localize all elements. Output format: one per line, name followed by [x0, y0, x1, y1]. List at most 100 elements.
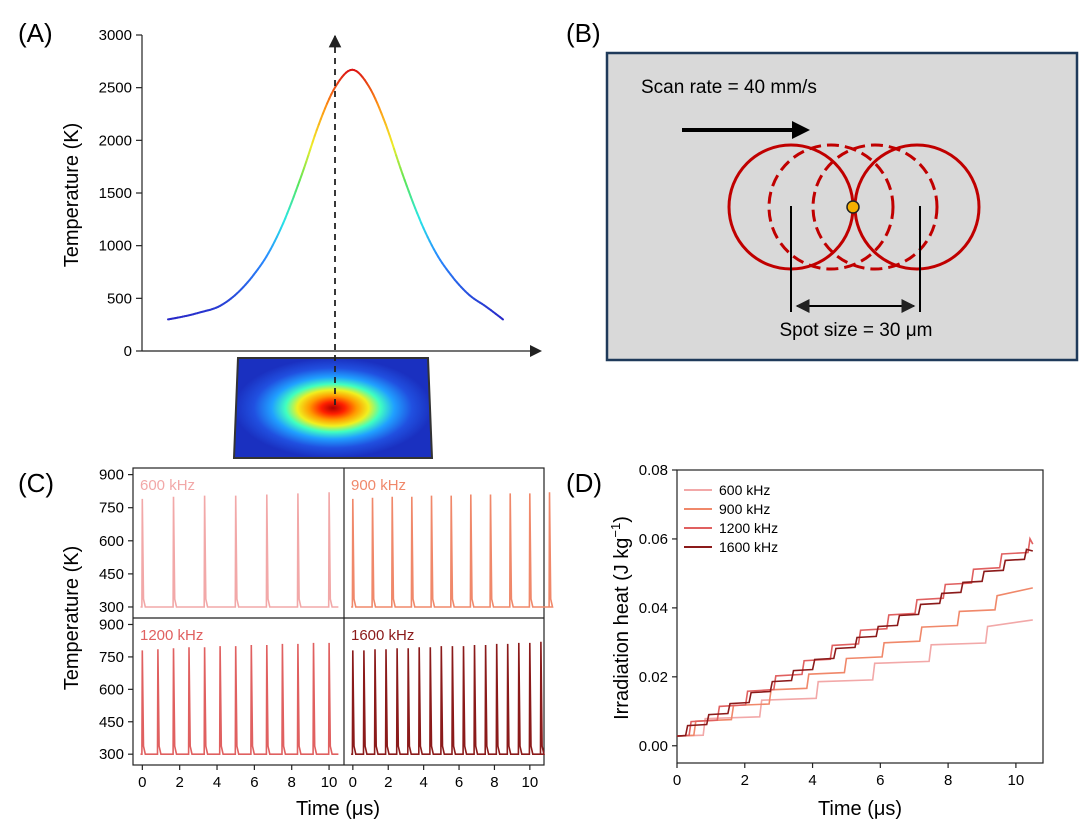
- panel-a-curve-segment: [397, 160, 402, 169]
- panel-c-y-tick-label: 750: [99, 649, 124, 666]
- panel-a-curve-segment: [307, 147, 312, 157]
- panel-a-curve-segment: [399, 167, 404, 175]
- panel-d-y-axis-label-main: Irradiation heat (J kg: [611, 538, 633, 720]
- panel-c-y-tick-label: 300: [99, 746, 124, 763]
- panel-d-label: (D): [566, 468, 602, 498]
- panel-c-series-label-1600: 1600 kHz: [351, 627, 414, 644]
- panel-c-series-line-900: [351, 492, 554, 608]
- panel-d-chart: 0 2 4 6 8 10 0.00 0.02 0.04 0.06 0.08 600 kHz 900 k…: [608, 462, 1044, 820]
- panel-d-x-tick-label: 4: [808, 772, 816, 789]
- panel-a-curve-segment: [292, 190, 297, 199]
- panel-d-series-lines: [676, 536, 1034, 737]
- panel-a-y-tick-label: 1000: [99, 238, 132, 255]
- panel-a-curve-segment: [500, 317, 504, 321]
- panel-a-curve-segment: [384, 123, 389, 132]
- panel-a-y-tick-label: 0: [124, 343, 132, 360]
- panel-c-series-label-900: 900 kHz: [351, 477, 406, 494]
- scan-rate-text: Scan rate = 40 mm/s: [641, 77, 817, 98]
- panel-c-y-tick-label: 900: [99, 467, 124, 484]
- panel-c-x-axis-label: Time (μs): [296, 798, 380, 820]
- panel-d-legend-label-900: 900 kHz: [719, 501, 770, 517]
- panel-c-y-tick-label: 600: [99, 681, 124, 698]
- panel-c-x-tick-label: 4: [419, 774, 427, 791]
- panel-d-axes: 0 2 4 6 8 10 0.00 0.02 0.04 0.06 0.08: [639, 462, 1024, 789]
- panel-a-curve-segment: [294, 184, 299, 193]
- panel-a-curve-segment: [301, 167, 306, 175]
- panel-c-subplots: 600 kHz 900 kHz 1200 kHz 1600 kHz: [140, 477, 554, 755]
- panel-d-series-line-900: [676, 587, 1033, 737]
- panel-a-chart: 0 500 1000 1500 2000 2500 3000 Temperature (K): [61, 27, 542, 459]
- panel-a-curve-segment: [395, 154, 400, 163]
- panel-c-y-tick-label: 900: [99, 616, 124, 633]
- panel-d-series-line-600: [676, 619, 1033, 737]
- panel-d-y-tick-label: 0.08: [639, 462, 668, 479]
- panel-a-curve-segment: [401, 173, 406, 181]
- panel-c-y-axis-label: Temperature (K): [61, 546, 83, 691]
- panel-d-y-tick-label: 0.02: [639, 669, 668, 686]
- panel-c-x-tick-label: 6: [455, 774, 463, 791]
- panel-a-curve-segment: [388, 135, 393, 144]
- spot-circle-mid-2: [811, 143, 939, 271]
- panel-c-x-tick-label: 2: [384, 774, 392, 791]
- panel-d-legend-label-1200: 1200 kHz: [719, 520, 778, 536]
- panel-d-y-axis-label-sup: −1: [608, 523, 623, 538]
- panel-a-curve-segment: [305, 154, 310, 163]
- panel-c-y-tick-label: 750: [99, 500, 124, 517]
- panel-c-x-tick-label: 2: [176, 774, 184, 791]
- panel-d-legend-label-1600: 1600 kHz: [719, 539, 778, 555]
- panel-c-y-tick-label: 300: [99, 599, 124, 616]
- panel-c-x-tick-label: 6: [250, 774, 258, 791]
- panel-a-curve-segment: [393, 147, 398, 157]
- panel-a-curve-segment: [405, 184, 410, 193]
- panel-d-frame: [676, 469, 1044, 764]
- panel-c-series-line-600: [140, 492, 339, 608]
- panel-d-legend-label-600: 600 kHz: [719, 482, 770, 498]
- panel-b-scan-diagram: Scan rate = 40 mm/s Spot size = 30 μm: [605, 51, 1079, 362]
- panel-c-series-line-1600: [351, 641, 545, 755]
- panel-d-y-tick-label: 0.04: [639, 600, 668, 617]
- panel-c-series-label-1200: 1200 kHz: [140, 627, 203, 644]
- panel-c-x-tick-label: 10: [521, 774, 538, 791]
- panel-d-y-axis-label-close: ): [611, 516, 633, 523]
- panel-a-x-axis-arrow: [530, 345, 542, 357]
- panel-a-curve-segment: [403, 178, 408, 187]
- panel-c-series-label-600: 600 kHz: [140, 477, 195, 494]
- panel-d-x-tick-label: 6: [876, 772, 884, 789]
- panel-a-label: (A): [18, 18, 53, 48]
- panel-c-x-tick-label: 8: [288, 774, 296, 791]
- panel-c-label: (C): [18, 468, 54, 498]
- panel-c-y-tick-label: 600: [99, 533, 124, 550]
- spot-center-dot: [846, 200, 860, 214]
- panel-a-axes: 0 500 1000 1500 2000 2500 3000: [99, 27, 542, 360]
- panel-a-y-tick-label: 2000: [99, 132, 132, 149]
- panel-d-x-tick-label: 0: [673, 772, 681, 789]
- panel-d-series-line-1200: [676, 536, 1034, 737]
- panel-a-curve-segment: [296, 178, 301, 187]
- spot-circle-mid-1: [767, 143, 895, 271]
- panel-c-x-tick-label: 10: [321, 774, 338, 791]
- panel-a-curve-segment: [315, 123, 320, 132]
- panel-a-y-tick-label: 3000: [99, 27, 132, 44]
- panel-d-series-line-1600: [676, 548, 1033, 737]
- panel-a-temperature-curve: [167, 68, 504, 321]
- panel-a-curve-segment: [311, 135, 316, 144]
- panel-c-x-tick-label: 0: [349, 774, 357, 791]
- panel-c-x-tick-label: 0: [138, 774, 146, 791]
- panel-c-y-tick-label: 450: [99, 714, 124, 731]
- panel-a-curve-segment: [386, 129, 391, 138]
- panel-a-y-tick-label: 500: [107, 290, 132, 307]
- panel-d-x-axis-label: Time (μs): [818, 798, 902, 820]
- panel-a-curve-segment: [313, 129, 318, 138]
- panel-c-x-tick-label: 4: [213, 774, 221, 791]
- panel-a-heat-map-plate: [232, 357, 434, 459]
- spot-size-text: Spot size = 30 μm: [780, 320, 933, 341]
- panel-d-y-axis-label: Irradiation heat (J kg−1): [608, 516, 633, 720]
- panel-a-curve-segment: [407, 190, 412, 199]
- panel-c-frame: [132, 467, 545, 766]
- panel-a-y-axis-label: Temperature (K): [61, 123, 83, 268]
- panel-a-y-tick-label: 2500: [99, 80, 132, 97]
- panel-c-x-tick-label: 8: [490, 774, 498, 791]
- panel-d-x-tick-label: 10: [1008, 772, 1025, 789]
